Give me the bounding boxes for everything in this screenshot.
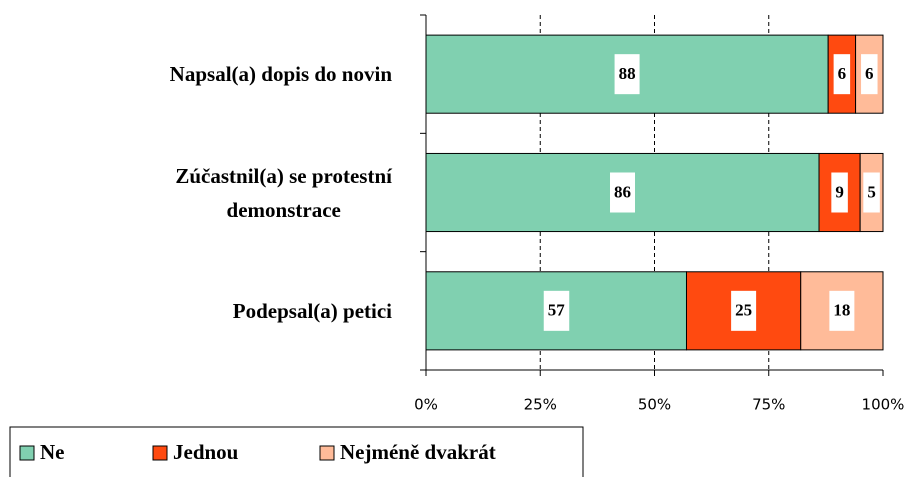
data-label-box	[829, 290, 855, 331]
data-label-box	[731, 290, 757, 331]
legend-swatch	[152, 445, 168, 461]
legend-label: Ne	[40, 440, 65, 464]
legend-label: Nejméně dvakrát	[340, 440, 496, 464]
category-label: Zúčastnil(a) se protestní demonstrace	[175, 163, 392, 222]
data-label: 5	[867, 182, 876, 201]
data-label: 6	[838, 64, 847, 83]
x-tick-label: 25%	[524, 396, 557, 414]
category-label: Podepsal(a) petici	[232, 298, 392, 323]
category-label: Napsal(a) dopis do novin	[169, 62, 392, 87]
data-label-box	[833, 54, 851, 95]
data-label-box	[861, 54, 878, 95]
legend-swatch	[319, 445, 335, 461]
data-label-box	[831, 172, 848, 213]
data-label: 57	[548, 301, 566, 320]
data-label: 25	[735, 301, 752, 320]
data-label: 6	[865, 64, 874, 83]
data-label-box	[863, 172, 880, 213]
bar-segment	[800, 271, 884, 351]
legend-box	[9, 426, 584, 477]
legend-swatch	[19, 445, 35, 461]
data-label: 88	[619, 64, 636, 83]
data-label-box	[610, 172, 636, 213]
data-label: 86	[614, 182, 631, 201]
x-tick-label: 75%	[752, 396, 785, 414]
data-label: 9	[835, 182, 844, 201]
x-tick-label: 100%	[862, 396, 905, 414]
x-tick-label: 50%	[638, 396, 671, 414]
data-label-box	[543, 290, 570, 331]
legend-label: Jednou	[173, 440, 239, 464]
data-label-box	[614, 54, 640, 95]
data-label: 18	[833, 301, 850, 320]
x-tick-label: 0%	[414, 396, 438, 414]
